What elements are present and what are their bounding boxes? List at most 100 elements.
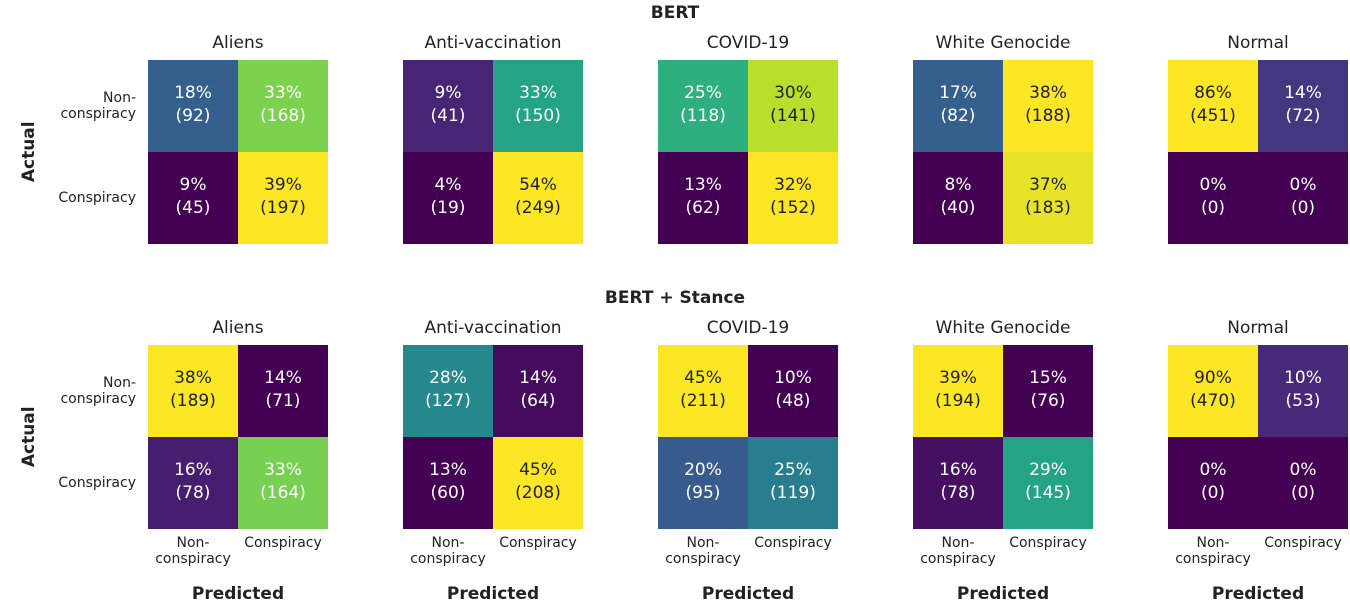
- x-axis-label: Predicted: [956, 584, 1050, 601]
- cell-percent-label: 20%: [684, 460, 722, 480]
- cell-count-label: (249): [515, 198, 561, 218]
- cell-percent-label: 0%: [1199, 175, 1227, 195]
- heatmap-cell: [493, 152, 583, 244]
- panel-title: COVID-19: [706, 318, 790, 338]
- cell-percent-label: 9%: [179, 175, 207, 195]
- heatmap-cell: [493, 345, 583, 437]
- cell-count-label: (40): [940, 198, 976, 218]
- cell-count-label: (19): [430, 198, 466, 218]
- cell-percent-label: 8%: [944, 175, 972, 195]
- x-tick-label: Non- conspiracy: [665, 535, 741, 568]
- cell-percent-label: 14%: [264, 368, 302, 388]
- heatmap-cell: [658, 152, 748, 244]
- cell-percent-label: 54%: [519, 175, 557, 195]
- cell-percent-label: 45%: [519, 460, 557, 480]
- cell-percent-label: 37%: [1029, 175, 1067, 195]
- cell-percent-label: 15%: [1029, 368, 1067, 388]
- cell-count-label: (197): [260, 198, 306, 218]
- cell-count-label: (0): [1290, 198, 1316, 218]
- cell-count-label: (0): [1290, 483, 1316, 503]
- row-title: BERT + Stance: [604, 288, 746, 308]
- heatmap-cell: [748, 437, 838, 529]
- heatmap-cell: [658, 437, 748, 529]
- heatmap-cell: [1258, 437, 1348, 529]
- cell-percent-label: 10%: [1284, 368, 1322, 388]
- heatmap-cell: [238, 60, 328, 152]
- heatmap-cell: [1003, 345, 1093, 437]
- cell-count-label: (150): [515, 106, 561, 126]
- cell-count-label: (78): [175, 483, 211, 503]
- heatmap-cell: [913, 152, 1003, 244]
- cell-percent-label: 14%: [1284, 83, 1322, 103]
- heatmap-cell: [238, 345, 328, 437]
- heatmap-cell: [1258, 345, 1348, 437]
- cell-percent-label: 16%: [939, 460, 977, 480]
- cell-percent-label: 10%: [774, 368, 812, 388]
- y-tick-label: Conspiracy: [58, 474, 136, 491]
- cell-count-label: (183): [1025, 198, 1071, 218]
- heatmap-cell: [403, 437, 493, 529]
- cell-count-label: (0): [1200, 198, 1226, 218]
- cell-percent-label: 39%: [939, 368, 977, 388]
- panel-title: White Genocide: [935, 33, 1071, 53]
- cell-count-label: (48): [775, 391, 811, 411]
- heatmap-cell: [403, 152, 493, 244]
- cell-percent-label: 25%: [684, 83, 722, 103]
- cell-count-label: (211): [680, 391, 726, 411]
- x-axis-label: Predicted: [701, 584, 795, 601]
- cell-count-label: (164): [260, 483, 306, 503]
- y-axis-label: Actual: [19, 406, 40, 468]
- heatmap-cell: [1003, 60, 1093, 152]
- cell-count-label: (451): [1190, 106, 1236, 126]
- cell-percent-label: 38%: [1029, 83, 1067, 103]
- heatmap-cell: [748, 152, 838, 244]
- cell-percent-label: 33%: [264, 83, 302, 103]
- cell-count-label: (145): [1025, 483, 1071, 503]
- heatmap-cell: [658, 345, 748, 437]
- cell-count-label: (168): [260, 106, 306, 126]
- x-tick-label: Conspiracy: [244, 535, 322, 551]
- x-tick-label: Non- conspiracy: [155, 535, 231, 568]
- heatmap-cell: [148, 437, 238, 529]
- x-axis-label: Predicted: [1211, 584, 1305, 601]
- cell-count-label: (82): [940, 106, 976, 126]
- heatmap-cell: [403, 60, 493, 152]
- y-tick-label: Non- conspiracy: [60, 89, 136, 122]
- cell-percent-label: 13%: [429, 460, 467, 480]
- heatmap-cell: [1168, 345, 1258, 437]
- panel-title: White Genocide: [935, 318, 1071, 338]
- cell-count-label: (194): [935, 391, 981, 411]
- cell-count-label: (118): [680, 106, 726, 126]
- y-axis-label: Actual: [19, 121, 40, 183]
- heatmap-cell: [1258, 60, 1348, 152]
- cell-count-label: (76): [1030, 391, 1066, 411]
- heatmap-cell: [403, 345, 493, 437]
- y-tick-label: Conspiracy: [58, 189, 136, 206]
- cell-count-label: (0): [1200, 483, 1226, 503]
- panel-title: Normal: [1227, 33, 1289, 53]
- cell-percent-label: 28%: [429, 368, 467, 388]
- x-axis-label: Predicted: [446, 584, 540, 601]
- cell-percent-label: 4%: [434, 175, 462, 195]
- cell-percent-label: 30%: [774, 83, 812, 103]
- heatmap-cell: [493, 437, 583, 529]
- cell-percent-label: 45%: [684, 368, 722, 388]
- row-title: BERT: [650, 3, 700, 23]
- panel-title: Anti-vaccination: [424, 318, 562, 338]
- cell-count-label: (470): [1190, 391, 1236, 411]
- panel-title: COVID-19: [706, 33, 790, 53]
- heatmap-cell: [913, 60, 1003, 152]
- x-tick-label: Non- conspiracy: [1175, 535, 1251, 568]
- y-tick-label: Non- conspiracy: [60, 374, 136, 407]
- cell-count-label: (95): [685, 483, 721, 503]
- cell-count-label: (92): [175, 106, 211, 126]
- cell-percent-label: 0%: [1289, 460, 1317, 480]
- heatmap-cell: [148, 60, 238, 152]
- cell-count-label: (188): [1025, 106, 1071, 126]
- heatmap-cell: [748, 345, 838, 437]
- panel-title: Anti-vaccination: [424, 33, 562, 53]
- heatmap-cell: [748, 60, 838, 152]
- cell-count-label: (72): [1285, 106, 1321, 126]
- heatmap-cell: [1003, 437, 1093, 529]
